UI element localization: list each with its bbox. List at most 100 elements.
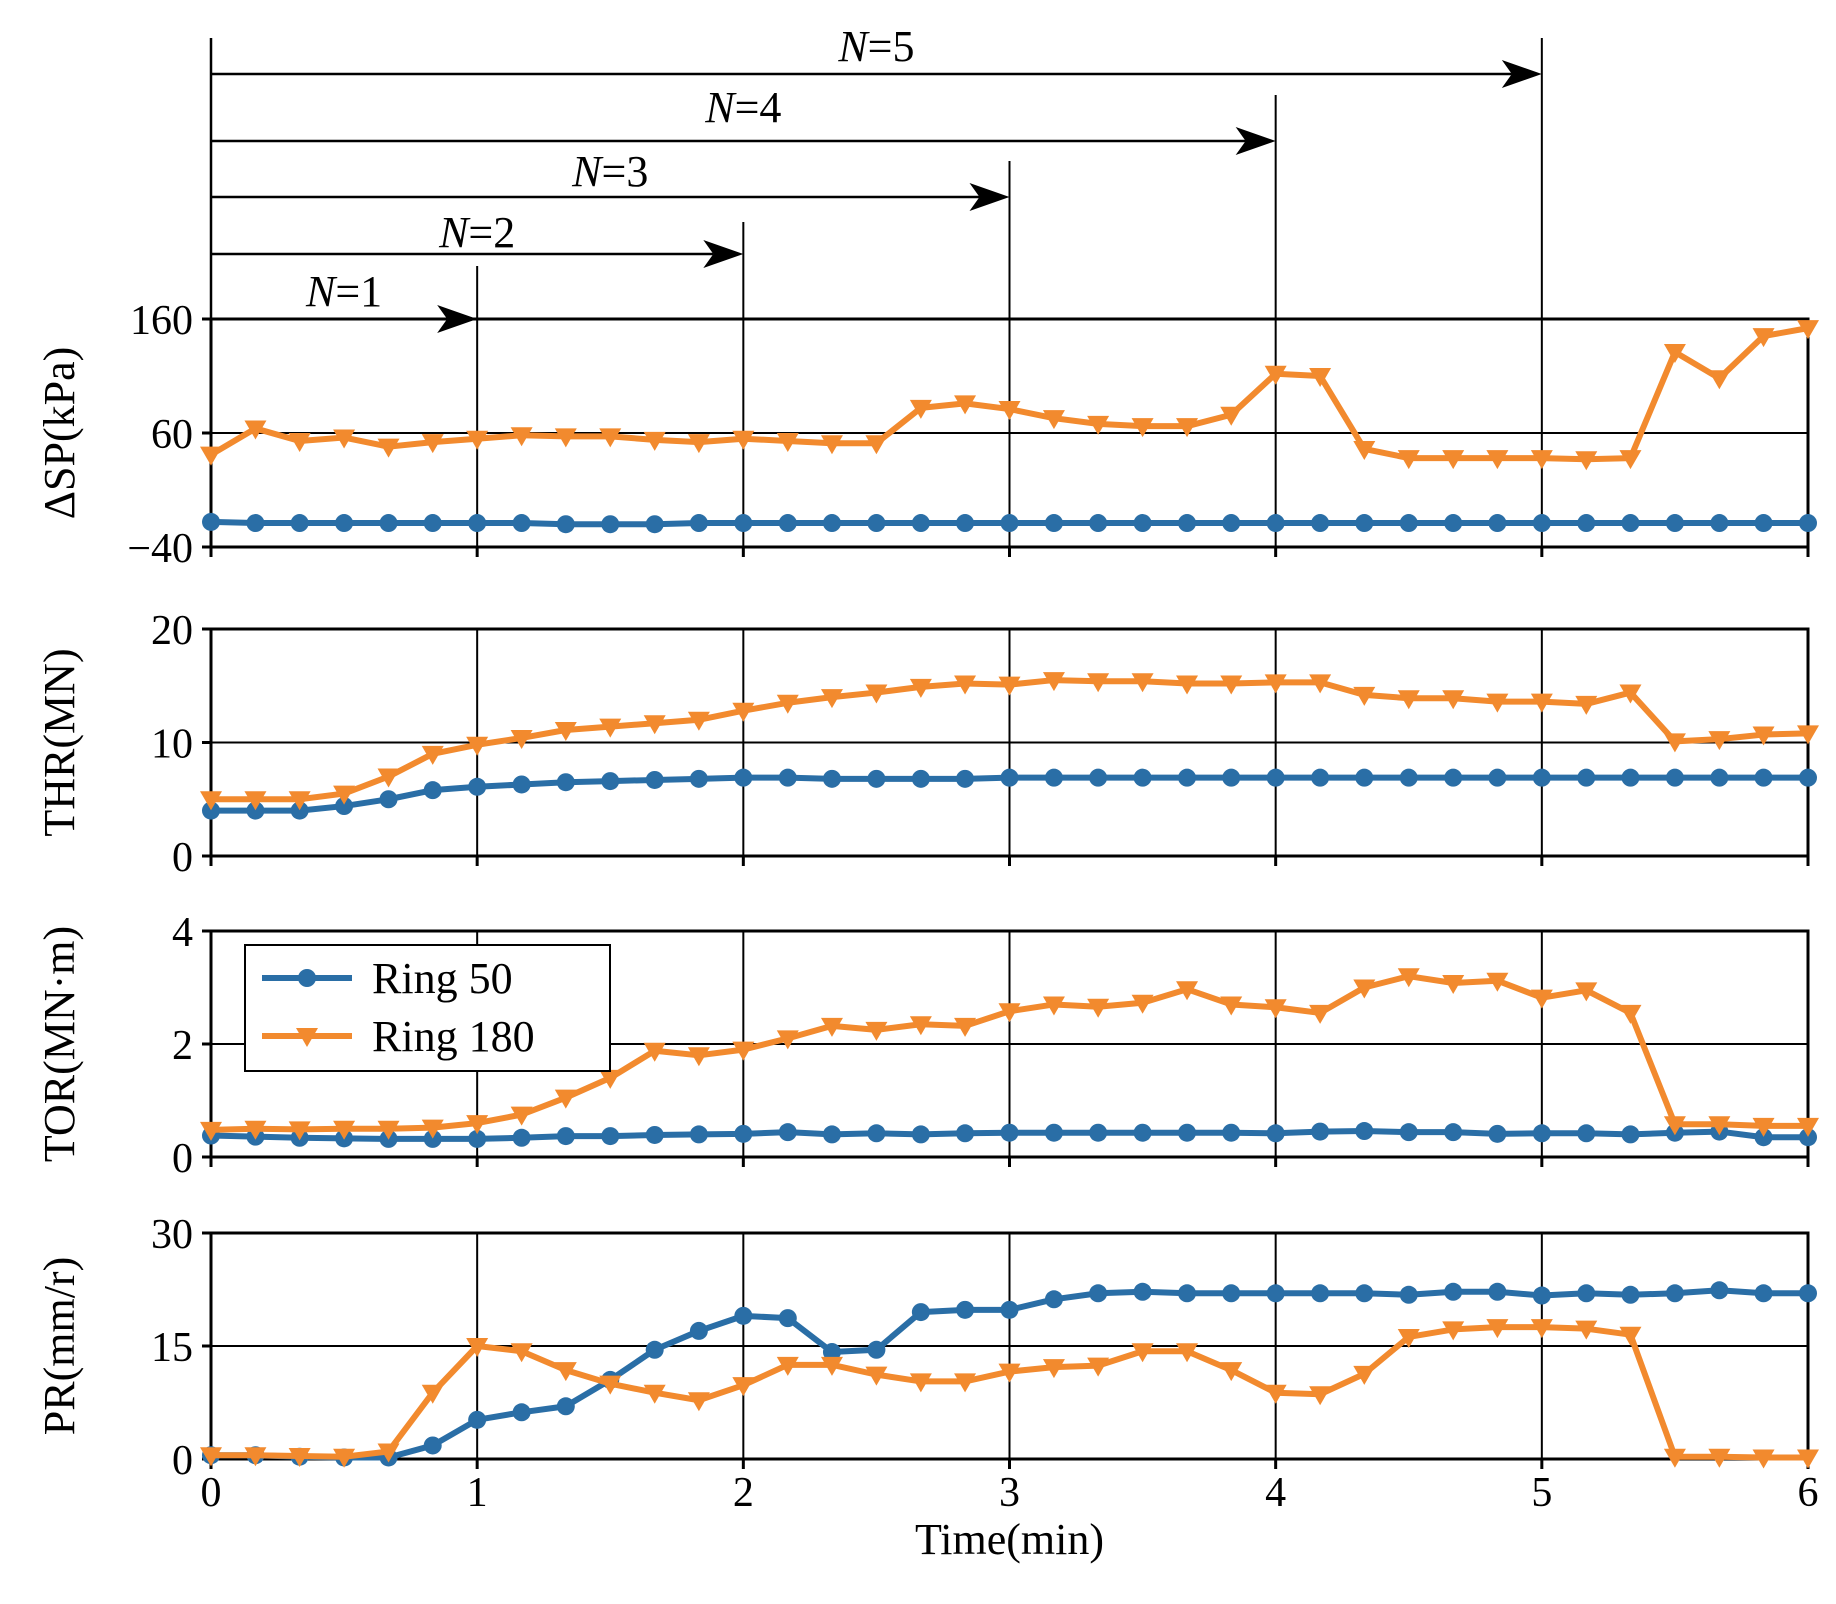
panel-2: 0 10 20 THR(MN): [35, 608, 1819, 881]
data-point: [510, 427, 533, 447]
data-point: [1220, 406, 1243, 426]
data-point: [423, 1436, 442, 1455]
data-point: [1488, 768, 1507, 787]
data-point: [1087, 415, 1110, 435]
y-tick-label: 160: [130, 298, 193, 344]
data-point: [1444, 1282, 1463, 1301]
data-point: [778, 514, 797, 533]
y-tick-label: 20: [151, 608, 193, 654]
data-point: [1663, 1116, 1686, 1136]
data-point: [911, 1125, 930, 1144]
data-point: [468, 1129, 487, 1148]
data-point: [333, 785, 356, 805]
data-point: [865, 1366, 888, 1386]
y-axis-label: ΔSP(kPa): [35, 347, 84, 520]
data-point: [1708, 731, 1731, 751]
data-point: [333, 429, 356, 449]
data-point: [200, 791, 222, 811]
data-point: [423, 514, 442, 533]
data-point: [244, 420, 267, 440]
data-point: [998, 401, 1021, 421]
data-point: [1397, 968, 1420, 988]
data-point: [1133, 768, 1152, 787]
data-point: [200, 1121, 222, 1141]
data-point: [377, 438, 400, 458]
data-point: [556, 1397, 575, 1416]
data-point: [1178, 1284, 1197, 1303]
series-ring-50: [202, 512, 1817, 534]
data-point: [1397, 450, 1420, 470]
data-point: [466, 1338, 489, 1357]
y-tick-label: 60: [151, 412, 193, 458]
cycle-label: N=3: [571, 147, 648, 196]
data-point: [822, 1125, 841, 1144]
data-point: [734, 1306, 753, 1325]
data-point: [333, 1120, 356, 1140]
data-point: [1087, 998, 1110, 1018]
legend-box: [244, 944, 611, 1072]
data-point: [643, 1384, 666, 1404]
data-point: [1442, 1321, 1465, 1341]
data-point: [1222, 1123, 1241, 1142]
data-point: [1665, 768, 1684, 787]
data-point: [1222, 768, 1241, 787]
data-point: [776, 1030, 799, 1050]
cycle-label: N=4: [704, 83, 781, 132]
data-point: [687, 711, 710, 731]
data-point: [1355, 768, 1374, 787]
data-point: [1619, 1326, 1642, 1346]
data-point: [687, 1047, 710, 1067]
data-point: [734, 514, 753, 533]
data-point: [1089, 514, 1108, 533]
legend-label: Ring 50: [372, 954, 513, 1003]
data-point: [335, 797, 354, 816]
data-point: [1176, 418, 1199, 438]
data-point: [1044, 1123, 1063, 1142]
data-point: [1621, 514, 1640, 533]
data-point: [1042, 672, 1065, 692]
data-point: [689, 769, 708, 788]
data-point: [510, 729, 533, 749]
y-tick-label: 0: [172, 1438, 193, 1484]
data-point: [909, 678, 932, 698]
y-tick-label: 0: [172, 1136, 193, 1182]
x-tick-label: 3: [999, 1470, 1020, 1516]
series-ring-180: [200, 1319, 1819, 1469]
data-point: [1044, 514, 1063, 533]
cycle-label-n: N: [438, 208, 471, 257]
data-point: [734, 1124, 753, 1143]
data-point: [466, 736, 489, 756]
data-point: [1220, 996, 1243, 1016]
data-point: [1444, 514, 1463, 533]
data-point: [1797, 1449, 1819, 1469]
annotation-n5: N=5: [211, 22, 1543, 319]
panel-3: 0 2 4 TOR(MN·m): [35, 910, 1819, 1182]
data-point: [1754, 768, 1773, 787]
data-point: [512, 775, 531, 794]
data-point: [1530, 450, 1553, 470]
data-point: [1621, 1285, 1640, 1304]
cycle-arrow-head: [1501, 60, 1542, 88]
data-point: [1355, 514, 1374, 533]
data-point: [244, 1120, 267, 1140]
data-point: [1087, 1357, 1110, 1377]
data-point: [1264, 674, 1287, 694]
cycle-label-value: =2: [468, 208, 515, 257]
data-point: [1266, 768, 1285, 787]
data-point: [1266, 514, 1285, 533]
data-point: [1089, 1123, 1108, 1142]
data-point: [1176, 981, 1199, 1001]
data-point: [909, 1016, 932, 1036]
data-point: [599, 1069, 622, 1089]
data-point: [1708, 370, 1731, 390]
cycle-arrow-head: [969, 183, 1010, 211]
data-point: [687, 434, 710, 454]
data-point: [776, 432, 799, 452]
cycle-arrow-head: [1235, 127, 1276, 155]
data-point: [954, 1373, 977, 1393]
data-point: [510, 1106, 533, 1126]
data-point: [512, 1128, 531, 1147]
data-point: [1087, 673, 1110, 693]
data-point: [643, 431, 666, 451]
data-point: [554, 1089, 577, 1109]
